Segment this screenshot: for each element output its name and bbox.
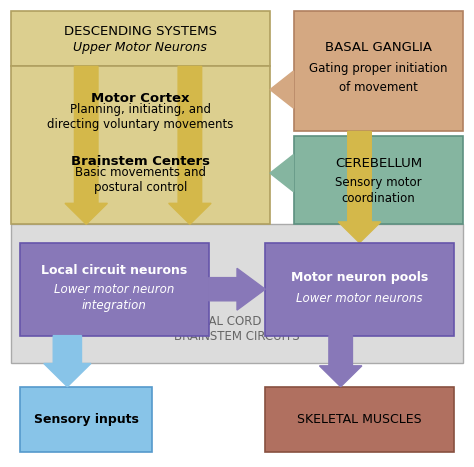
Text: DESCENDING SYSTEMS: DESCENDING SYSTEMS xyxy=(64,25,217,38)
Text: Planning, initiating, and
directing voluntary movements: Planning, initiating, and directing volu… xyxy=(47,104,234,131)
Bar xyxy=(293,11,463,131)
Text: of movement: of movement xyxy=(339,81,418,94)
Bar xyxy=(20,243,209,336)
Polygon shape xyxy=(44,336,91,387)
Text: Brainstem Centers: Brainstem Centers xyxy=(71,155,210,168)
Polygon shape xyxy=(65,66,108,224)
Text: Lower motor neuron: Lower motor neuron xyxy=(55,283,175,296)
Polygon shape xyxy=(169,66,211,224)
Polygon shape xyxy=(338,131,381,243)
Bar xyxy=(11,224,463,363)
Text: Gating proper initiation: Gating proper initiation xyxy=(309,62,447,75)
Bar xyxy=(20,387,152,452)
Text: Basic movements and
postural control: Basic movements and postural control xyxy=(75,166,206,194)
Text: coordination: coordination xyxy=(341,192,415,205)
Polygon shape xyxy=(209,269,265,310)
Text: CEREBELLUM: CEREBELLUM xyxy=(335,157,422,170)
Bar xyxy=(11,11,270,66)
Bar xyxy=(265,243,454,336)
Text: BASAL GANGLIA: BASAL GANGLIA xyxy=(325,41,432,54)
Text: Motor neuron pools: Motor neuron pools xyxy=(291,271,428,284)
Bar xyxy=(11,66,270,224)
Text: Sensory inputs: Sensory inputs xyxy=(34,413,139,426)
Polygon shape xyxy=(270,155,293,192)
Bar xyxy=(265,387,454,452)
Polygon shape xyxy=(270,71,293,108)
Polygon shape xyxy=(319,336,362,387)
Text: Upper Motor Neurons: Upper Motor Neurons xyxy=(73,41,207,54)
Bar xyxy=(293,136,463,224)
Text: SPINAL CORD AND
BRAINSTEM CIRCUITS: SPINAL CORD AND BRAINSTEM CIRCUITS xyxy=(174,315,300,343)
Text: Motor Cortex: Motor Cortex xyxy=(91,92,190,106)
Text: Local circuit neurons: Local circuit neurons xyxy=(41,264,188,277)
Text: Lower motor neurons: Lower motor neurons xyxy=(296,292,423,305)
Text: integration: integration xyxy=(82,299,147,312)
Text: SKELETAL MUSCLES: SKELETAL MUSCLES xyxy=(297,413,422,426)
Text: Sensory motor: Sensory motor xyxy=(335,176,422,189)
